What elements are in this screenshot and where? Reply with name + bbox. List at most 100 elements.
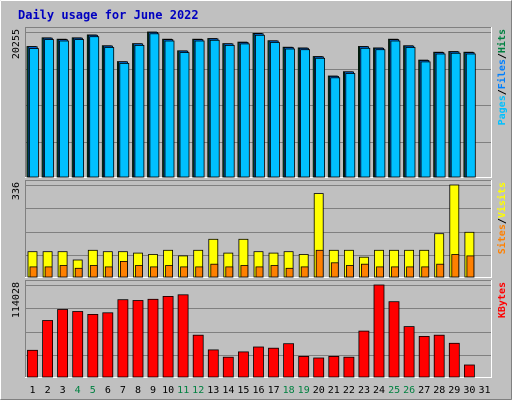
bar-sites-day-5 [89, 265, 98, 278]
bar-sites-day-25 [391, 266, 399, 278]
bar-pages-day-25 [390, 40, 401, 178]
bar-pages-day-22 [345, 73, 356, 178]
chart-panels: 20255Pages/Files/Hits336Sites/Visits1140… [11, 27, 508, 378]
day-label-8: 8 [135, 385, 141, 396]
bar-pages-day-14 [224, 45, 235, 178]
bar-pages-day-18 [285, 48, 295, 178]
chart-title: Daily usage for June 2022 [18, 8, 199, 22]
y-max-label: 20255 [11, 29, 22, 59]
day-label-14: 14 [222, 385, 234, 396]
day-label-5: 5 [90, 385, 96, 396]
day-label-9: 9 [150, 385, 156, 396]
day-label-18: 18 [283, 385, 295, 396]
legend-entry: Pages [497, 95, 508, 125]
bar-sites-day-29 [451, 254, 460, 278]
bar-kbytes-day-29 [448, 342, 460, 378]
bar-kbytes-day-27 [418, 335, 430, 378]
day-label-30: 30 [463, 385, 475, 396]
bar-sites-day-11 [180, 266, 189, 278]
day-labels: 1 2 3 4 5 6 7 8 9 10 11 12 13 14 15 16 17 18 19 20 21 22 23 24 2… [29, 385, 490, 396]
day-label-17: 17 [268, 385, 280, 396]
day-label-19: 19 [298, 385, 310, 396]
bar-kbytes-day-9 [147, 298, 159, 378]
day-label-26: 26 [403, 385, 415, 396]
day-label-11: 11 [177, 385, 189, 396]
legend-entry: / [497, 53, 508, 59]
bar-kbytes-day-12 [192, 334, 204, 378]
bar-kbytes-day-20 [313, 357, 325, 378]
bar-sites-day-1 [29, 266, 38, 278]
bar-pages-day-10 [164, 40, 175, 178]
bar-kbytes-day-8 [132, 300, 144, 378]
bar-kbytes-day-19 [298, 355, 310, 378]
bar-kbytes-day-1 [27, 349, 38, 378]
legend-entry: Files [496, 59, 508, 89]
legend-entry: / [497, 89, 508, 95]
day-label-13: 13 [207, 385, 219, 396]
legend-entry: Hits [496, 29, 508, 53]
bar-kbytes-day-30 [463, 364, 475, 378]
day-label-3: 3 [60, 385, 66, 396]
bar-sites-day-23 [360, 263, 369, 278]
day-label-24: 24 [373, 385, 385, 396]
bar-sites-day-24 [376, 266, 384, 278]
bar-kbytes-day-5 [87, 313, 99, 378]
bar-sites-day-4 [74, 267, 83, 278]
bar-pages-day-21 [330, 77, 341, 178]
day-label-22: 22 [343, 385, 355, 396]
day-label-10: 10 [162, 385, 174, 396]
bar-pages-day-4 [74, 39, 84, 178]
bar-pages-day-28 [435, 53, 446, 178]
legend-kbytes: KBytes [497, 282, 508, 318]
bar-sites-day-12 [195, 266, 204, 278]
day-label-15: 15 [237, 385, 249, 396]
bar-pages-day-27 [420, 61, 431, 178]
bar-pages-day-17 [269, 42, 280, 178]
bar-pages-day-26 [405, 47, 416, 178]
bar-sites-day-13 [210, 263, 219, 278]
bar-sites-day-26 [406, 266, 415, 278]
day-label-12: 12 [192, 385, 204, 396]
bar-pages-day-20 [315, 57, 326, 178]
legend-visits: Sites/Visits [496, 182, 508, 254]
bar-sites-day-20 [315, 249, 324, 278]
day-label-27: 27 [418, 385, 430, 396]
day-label-16: 16 [252, 385, 264, 396]
day-label-23: 23 [358, 385, 370, 396]
bar-pages-day-3 [59, 40, 69, 178]
bar-pages-day-5 [89, 36, 100, 178]
bar-kbytes-day-14 [222, 356, 234, 378]
bar-pages-day-6 [104, 47, 115, 178]
bar-sites-day-17 [270, 265, 279, 278]
bar-sites-day-19 [300, 266, 309, 278]
bar-pages-day-19 [300, 49, 311, 178]
y-max-label: 336 [11, 182, 22, 200]
bar-sites-day-15 [240, 265, 249, 278]
bar-pages-day-15 [239, 43, 250, 178]
bar-pages-day-24 [375, 49, 386, 178]
bar-kbytes-day-24 [373, 284, 385, 378]
day-label-6: 6 [105, 385, 111, 396]
bar-sites-day-14 [225, 266, 234, 278]
bar-sites-day-6 [104, 266, 113, 278]
panel-kbytes: 114028 KBytes [11, 280, 508, 378]
day-label-2: 2 [45, 385, 51, 396]
bar-sites-day-16 [255, 266, 264, 278]
bar-kbytes-day-7 [117, 299, 129, 378]
day-label-29: 29 [448, 385, 460, 396]
day-label-31: 31 [478, 385, 490, 396]
bar-pages-day-23 [360, 47, 371, 178]
bar-sites-day-2 [44, 266, 53, 278]
legend-hits: Pages/Files/Hits [496, 29, 508, 125]
bar-sites-day-8 [135, 265, 143, 278]
bar-kbytes-day-11 [177, 294, 189, 378]
bar-sites-day-22 [345, 265, 354, 278]
y-max-label: 114028 [11, 282, 22, 318]
bar-sites-day-18 [285, 267, 294, 278]
bar-pages-day-29 [450, 52, 461, 178]
bar-kbytes-day-2 [42, 320, 53, 378]
bar-sites-day-21 [330, 262, 339, 278]
bar-kbytes-day-3 [57, 309, 68, 378]
bar-kbytes-day-23 [358, 330, 370, 378]
